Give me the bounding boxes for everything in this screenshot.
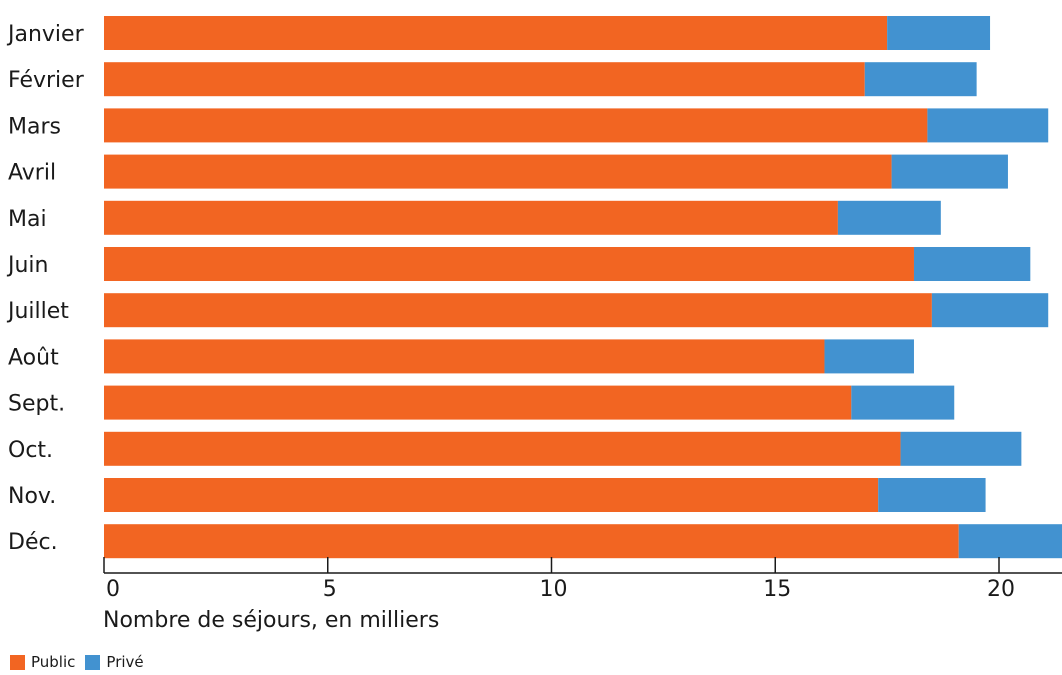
category-label: Mai (8, 207, 47, 232)
bar-public-7 (104, 339, 825, 374)
bar-public-6 (104, 293, 932, 328)
bar-public-5 (104, 247, 914, 281)
bar-public-1 (104, 62, 865, 97)
bar-prive-4 (837, 200, 941, 235)
bar-public-9 (104, 431, 901, 466)
bars-group (104, 16, 1062, 559)
bar-prive-9 (900, 431, 1022, 466)
stacked-bar-chart: Janvier Février Mars Avril Mai Juin Juillet Aoû… (6, 16, 1062, 633)
legend-item-public: Public (10, 653, 75, 671)
bar-public-4 (104, 200, 838, 235)
category-label: Août (8, 345, 59, 370)
bar-prive-6 (931, 293, 1049, 328)
bar-public-3 (104, 154, 892, 189)
x-axis-title: Nombre de séjours, en milliers (103, 608, 439, 633)
x-tick-label: 10 (540, 577, 568, 602)
category-label: Avril (8, 161, 56, 186)
x-tick-label: 0 (106, 577, 120, 602)
category-label: Mars (8, 114, 61, 139)
bar-prive-11 (958, 524, 1062, 559)
legend-swatch-prive (85, 654, 101, 670)
x-tick-label: 5 (323, 577, 337, 602)
category-label: Nov. (8, 484, 56, 509)
legend-item-prive: Privé (85, 653, 144, 671)
category-label: Juin (6, 253, 49, 278)
bar-prive-5 (913, 247, 1031, 281)
category-label: Janvier (6, 22, 85, 47)
legend: Public Privé (10, 653, 154, 671)
bar-prive-3 (891, 154, 1008, 189)
category-label: Février (8, 68, 85, 93)
legend-label-public: Public (31, 653, 76, 671)
bar-public-2 (104, 108, 928, 143)
legend-label-prive: Privé (106, 653, 144, 671)
bar-public-10 (104, 478, 879, 512)
bar-prive-0 (887, 16, 991, 50)
bar-prive-8 (851, 385, 955, 420)
category-label: Sept. (8, 392, 65, 417)
legend-swatch-public (10, 654, 25, 670)
bar-public-11 (104, 524, 959, 559)
category-labels: Janvier Février Mars Avril Mai Juin Juillet Aoû… (6, 22, 85, 555)
x-tick-label: 20 (987, 577, 1015, 602)
category-label: Juillet (6, 299, 69, 324)
bar-prive-7 (824, 339, 914, 374)
bar-public-8 (104, 385, 852, 420)
category-label: Oct. (8, 438, 53, 463)
bar-prive-10 (878, 478, 986, 512)
bar-public-0 (104, 16, 888, 50)
category-label: Déc. (8, 530, 58, 555)
x-axis-ticks: 0 5 10 15 20 (103, 557, 1015, 602)
bar-prive-1 (864, 62, 977, 97)
x-tick-label: 15 (763, 577, 791, 602)
bar-prive-2 (927, 108, 1049, 143)
